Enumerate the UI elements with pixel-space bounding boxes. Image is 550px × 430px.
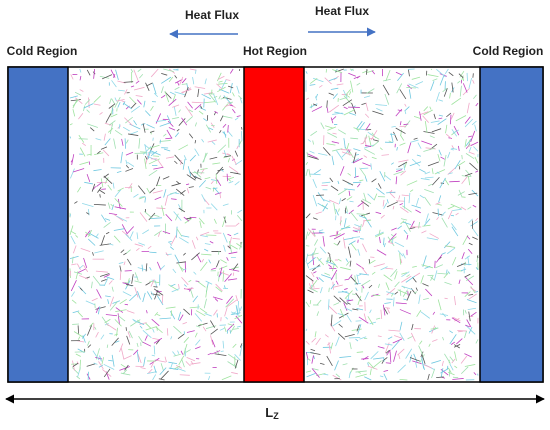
bond	[125, 304, 128, 305]
bond	[78, 325, 79, 333]
bond	[477, 256, 478, 258]
bond	[396, 201, 405, 202]
bond	[167, 328, 168, 335]
region-label: Cold Region	[7, 44, 78, 58]
bond	[153, 156, 159, 157]
bond	[352, 294, 356, 295]
hot-region	[244, 67, 304, 382]
bond	[190, 217, 197, 218]
cold-region	[8, 67, 68, 382]
bond	[360, 239, 364, 240]
bond	[149, 252, 156, 253]
heat-flux-label: Heat Flux	[315, 4, 369, 18]
bond	[386, 363, 391, 364]
bond	[221, 351, 224, 352]
bond	[306, 246, 309, 247]
heat-flux-label: Heat Flux	[185, 8, 239, 22]
cold-region	[480, 67, 543, 382]
bond	[449, 181, 459, 182]
bond	[461, 197, 465, 198]
length-main: L	[265, 405, 273, 420]
bond	[369, 259, 370, 263]
bond	[431, 69, 432, 70]
bond	[70, 137, 71, 139]
bond	[445, 298, 448, 299]
bond	[233, 273, 234, 276]
region-label: Cold Region	[473, 44, 544, 58]
bond	[140, 152, 147, 153]
length-sub: Z	[273, 411, 279, 421]
bond	[349, 337, 360, 338]
bond	[408, 291, 409, 295]
bond	[125, 138, 126, 148]
bond	[162, 295, 163, 303]
bond	[89, 161, 90, 164]
bond	[359, 180, 363, 181]
bond	[175, 193, 179, 194]
bond	[345, 208, 346, 214]
length-label: LZ	[265, 405, 279, 421]
bond	[453, 377, 458, 378]
region-label: Hot Region	[243, 44, 307, 58]
bond	[186, 218, 191, 219]
bond	[373, 295, 380, 296]
bond	[180, 375, 190, 376]
bond	[462, 155, 463, 159]
bond	[70, 214, 71, 216]
